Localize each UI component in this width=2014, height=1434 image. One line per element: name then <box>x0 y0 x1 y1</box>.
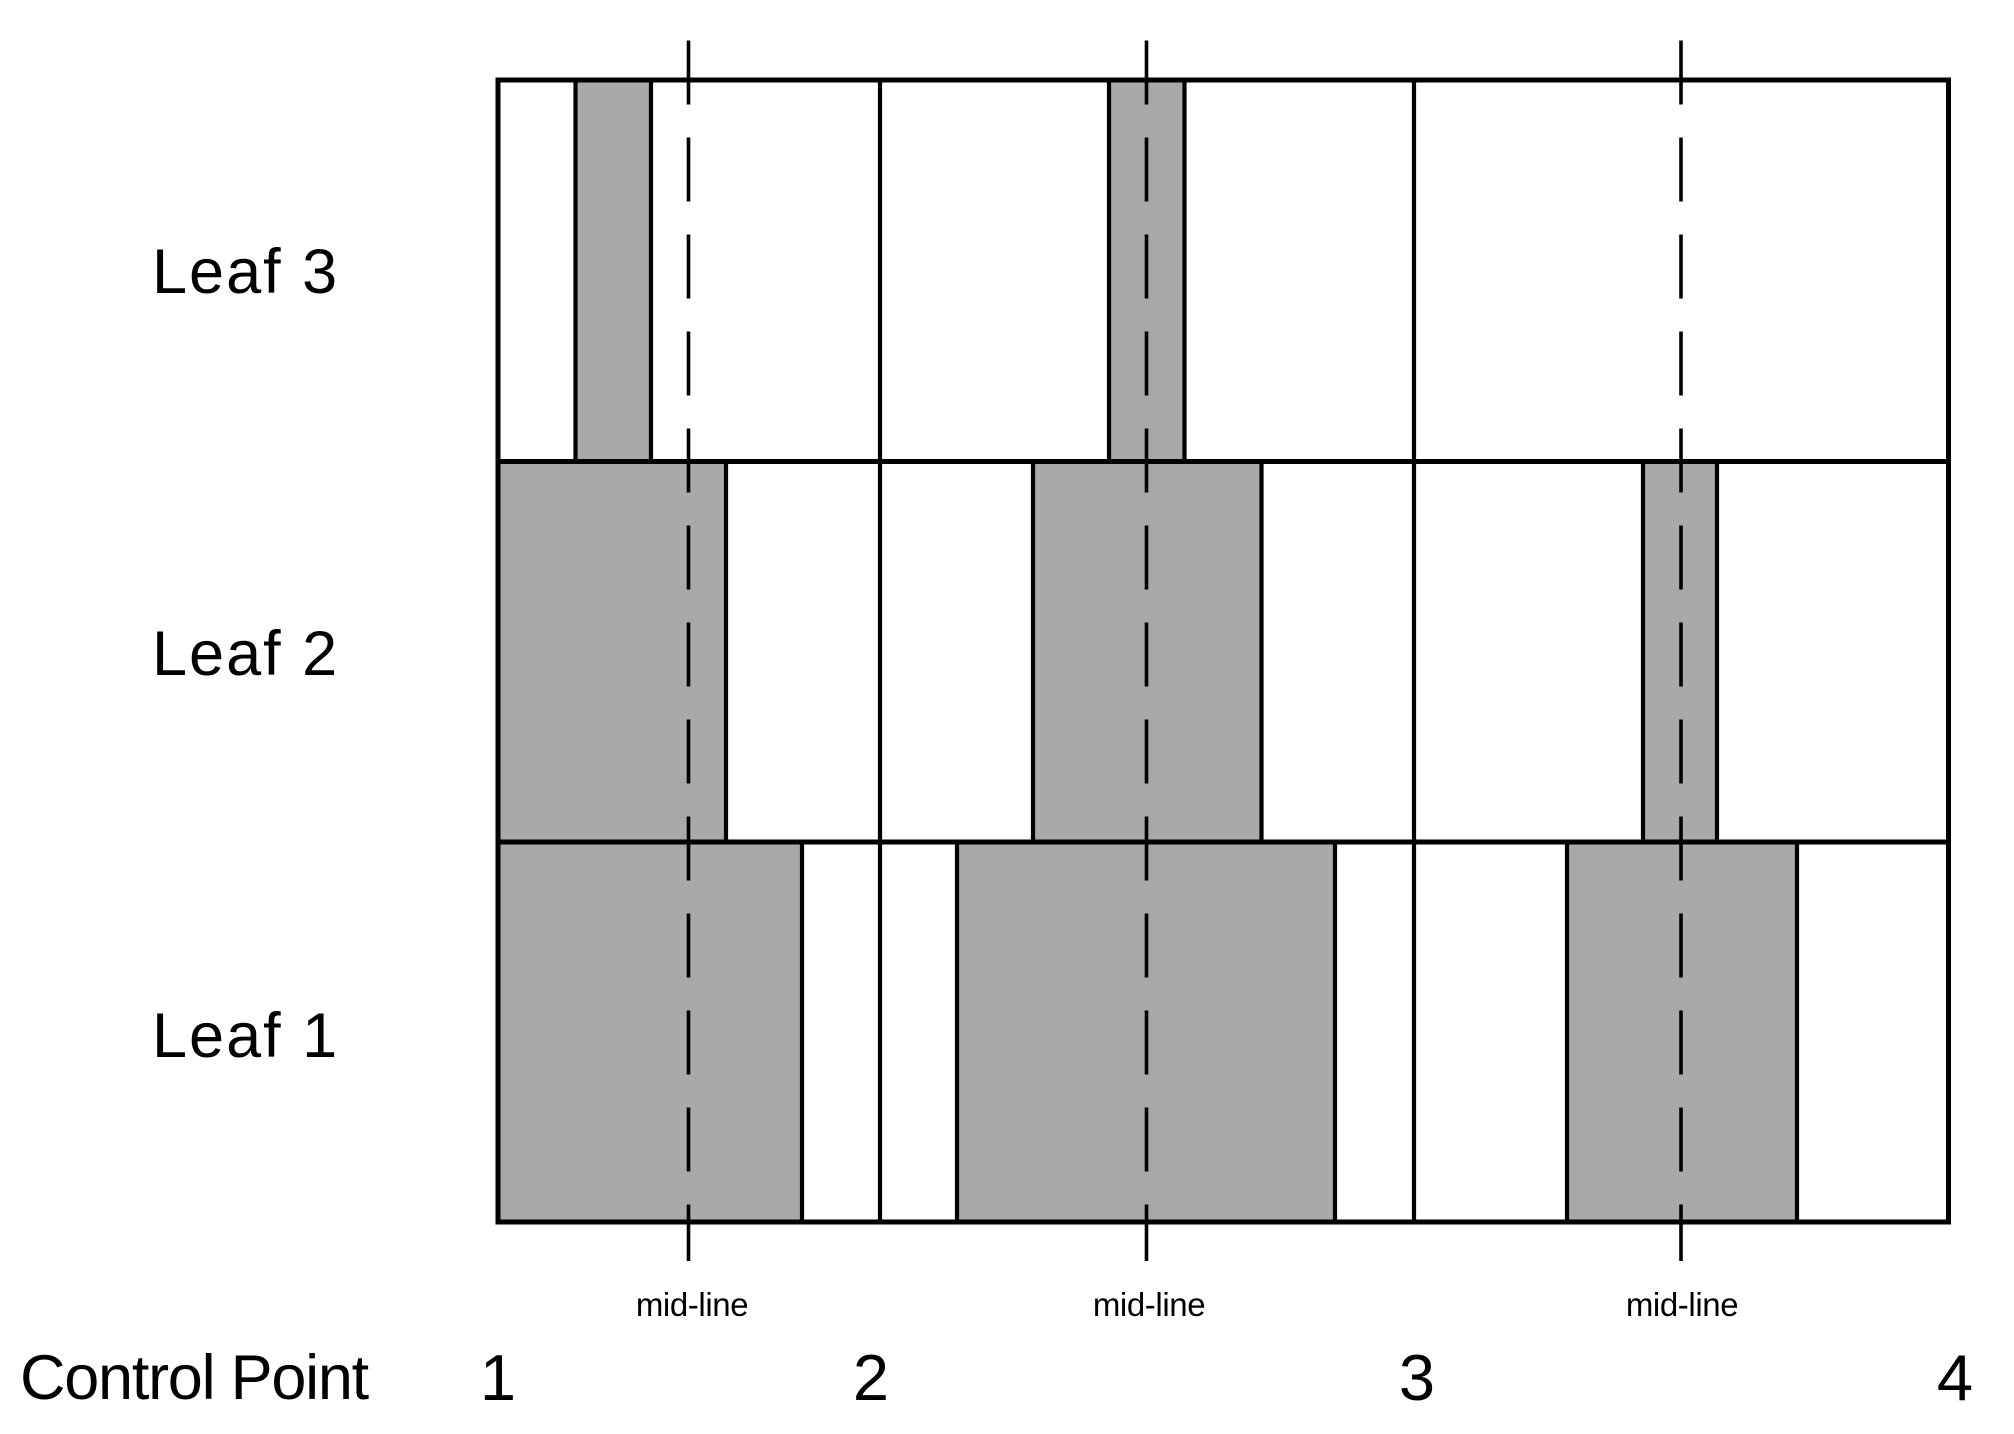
svg-text:Leaf 3: Leaf 3 <box>152 237 339 307</box>
svg-text:4: 4 <box>1937 1341 1973 1414</box>
svg-text:mid-line: mid-line <box>1626 1286 1738 1323</box>
svg-text:mid-line: mid-line <box>636 1286 748 1323</box>
svg-text:1: 1 <box>480 1341 516 1414</box>
svg-text:mid-line: mid-line <box>1093 1286 1205 1323</box>
svg-text:Control Point: Control Point <box>20 1343 370 1413</box>
svg-text:3: 3 <box>1399 1341 1435 1414</box>
svg-text:2: 2 <box>853 1341 889 1414</box>
svg-text:Leaf 1: Leaf 1 <box>152 1001 339 1071</box>
svg-text:Leaf 2: Leaf 2 <box>152 619 339 689</box>
